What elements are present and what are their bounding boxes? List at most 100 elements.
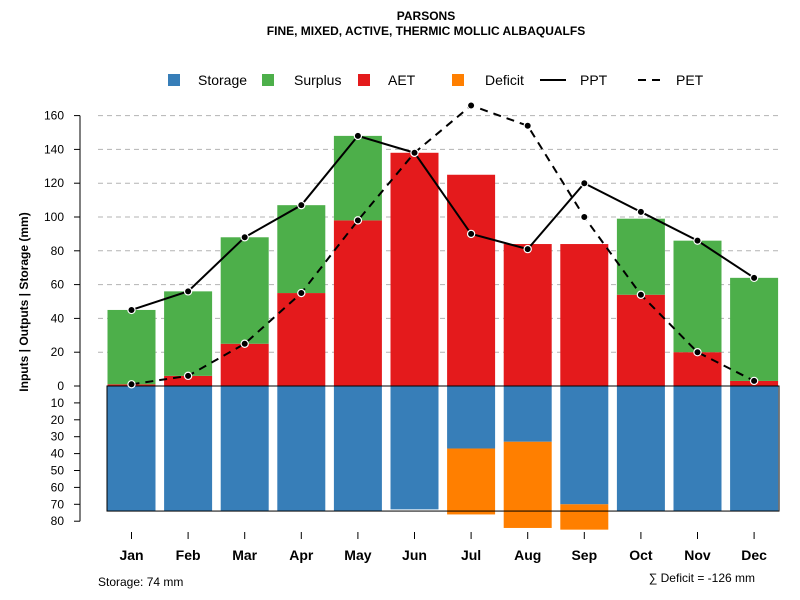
bar-storage-may [333,386,382,512]
y-tick-label: 100 [44,210,64,224]
bar-deficit-jul [447,448,496,515]
x-tick-label-aug: Aug [514,547,541,563]
y-tick-label: 70 [51,497,65,511]
y-tick-label: 160 [44,109,64,123]
y-tick-label: 140 [44,142,64,156]
bar-deficit-sep [560,504,609,530]
legend-label-aet: AET [388,72,416,88]
bar-storage-feb [164,386,213,512]
point-ppt-nov [693,236,702,245]
bar-aet-may [333,220,382,386]
y-tick-label: 20 [51,345,65,359]
y-tick-label: 80 [51,244,65,258]
x-tick-label-feb: Feb [176,547,201,563]
y-tick-label: 10 [51,396,65,410]
legend-swatch-aet [358,74,370,86]
y-tick-label: 80 [51,514,65,528]
point-pet-aug [523,121,532,130]
bar-aet-sep [560,244,609,386]
bar-deficit-aug [503,441,552,528]
bar-aet-feb [164,375,213,386]
point-pet-apr [297,288,306,298]
bar-storage-oct [616,386,665,512]
chart-subtitle: FINE, MIXED, ACTIVE, THERMIC MOLLIC ALBA… [267,24,585,38]
bar-aet-aug [503,244,552,386]
point-ppt-jun [410,148,419,157]
bar-storage-jan [107,386,156,512]
bar-storage-sep [560,386,609,505]
point-ppt-oct [636,207,646,217]
legend-swatch-deficit [452,74,464,86]
x-tick-label-may: May [344,547,371,563]
y-tick-label: 20 [51,413,65,427]
y-tick-label: 40 [51,447,65,461]
x-tick-label-mar: Mar [232,547,257,563]
point-ppt-apr [297,200,306,210]
bar-storage-nov [673,386,722,512]
bar-surplus-feb [164,291,213,376]
storage-note: Storage: 74 mm [98,575,183,589]
bar-surplus-may [333,135,382,221]
y-tick-label: 30 [51,430,65,444]
point-ppt-sep [580,178,589,188]
chart-title: PARSONS [397,9,455,23]
legend-swatch-surplus [262,74,274,86]
x-tick-label-jan: Jan [119,547,143,563]
bar-storage-aug [503,386,552,442]
axes: 0 20 40 60 80 100 120 140 160 10 20 30 40 50 60 70 80 Jan… [44,109,767,563]
point-pet-sep [580,212,589,222]
bar-aet-jul [447,174,496,386]
point-ppt-jul [466,229,476,239]
legend-label-storage: Storage [198,72,247,88]
bar-storage-jun [390,386,439,510]
point-pet-feb [183,371,193,381]
point-ppt-jan [127,305,136,315]
line-ppt [131,134,755,311]
legend-label-surplus: Surplus [294,72,341,88]
bar-surplus-mar [220,237,269,344]
y-tick-label: 60 [51,278,65,292]
bar-surplus-nov [673,240,722,353]
point-pet-jan [127,380,136,389]
legend-label-deficit: Deficit [485,72,524,88]
legend-label-pet: PET [676,72,704,88]
point-ppt-dec [749,273,759,283]
y-tick-label: 50 [51,464,65,478]
bar-storage-dec [730,386,779,512]
point-pet-may [353,216,363,225]
y-tick-label: 40 [51,311,65,325]
deficit-note: ∑ Deficit = -126 mm [649,571,755,585]
bar-aet-mar [220,343,269,386]
x-tick-label-nov: Nov [684,547,711,563]
point-pet-nov [693,348,702,357]
point-pet-oct [636,290,646,299]
legend: Storage Surplus AET Deficit PPT PET [168,72,704,88]
bar-storage-mar [220,386,269,512]
point-ppt-mar [240,233,249,242]
bar-aet-oct [616,294,665,386]
series-lines [127,101,759,389]
y-axis-label: Inputs | Outputs | Storage (mm) [17,212,31,391]
bar-surplus-oct [616,218,665,295]
y-tick-label: 120 [44,176,64,190]
bar-aet-nov [673,352,722,386]
bar-storage-apr [277,386,326,512]
x-tick-label-jun: Jun [402,547,427,563]
x-tick-label-sep: Sep [571,547,597,563]
bar-surplus-dec [730,277,779,381]
bar-aet-jun [390,152,439,386]
bar-aet-apr [277,293,326,386]
bar-storage-jul [447,386,496,449]
x-tick-label-dec: Dec [741,547,767,563]
legend-swatch-storage [168,74,180,86]
x-tick-label-oct: Oct [629,547,653,563]
point-ppt-aug [523,244,532,254]
point-pet-dec [749,376,759,386]
x-tick-label-jul: Jul [461,547,481,563]
point-ppt-feb [183,287,193,296]
point-ppt-may [353,131,363,141]
bars [106,135,780,530]
legend-label-ppt: PPT [580,72,608,88]
bar-surplus-apr [277,205,326,294]
